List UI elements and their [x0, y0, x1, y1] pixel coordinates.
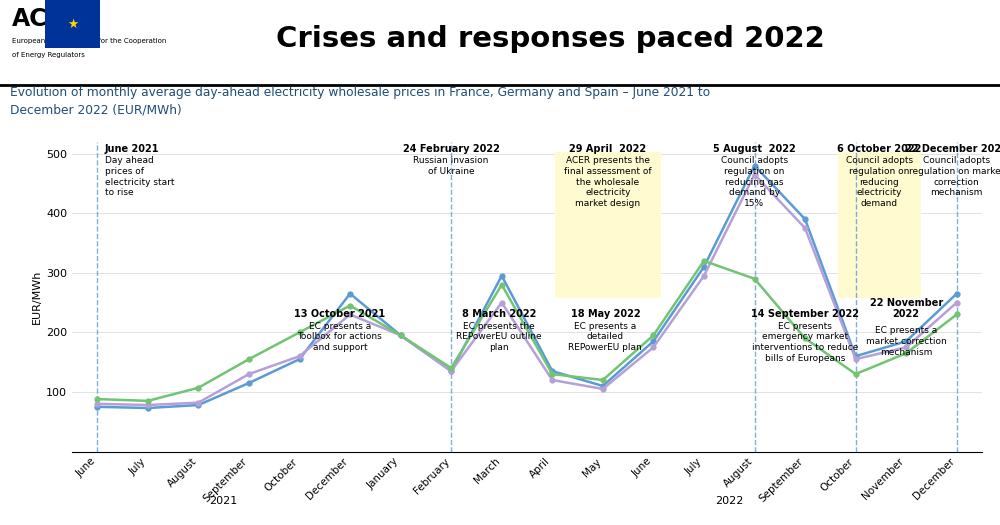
Text: Crises and responses paced 2022: Crises and responses paced 2022 [276, 25, 824, 53]
Text: 22 December 2022: 22 December 2022 [905, 144, 1000, 154]
Text: June 2021: June 2021 [105, 144, 159, 154]
Y-axis label: EUR/MWh: EUR/MWh [32, 269, 42, 324]
Text: EC presents the
REPowerEU outline
plan: EC presents the REPowerEU outline plan [456, 322, 542, 352]
Text: EC presents
emergency market
interventions to reduce
bills of Europeans: EC presents emergency market interventio… [752, 322, 858, 363]
Text: Evolution of monthly average day-ahead electricity wholesale prices in France, G: Evolution of monthly average day-ahead e… [10, 86, 710, 117]
Text: EC presents a
Toolbox for actions
and support: EC presents a Toolbox for actions and su… [298, 322, 382, 352]
Text: 2021: 2021 [210, 496, 238, 506]
Text: 2022: 2022 [715, 496, 743, 506]
Bar [838, 152, 921, 298]
Text: 18 May 2022: 18 May 2022 [571, 309, 640, 319]
Text: 6 October 2022: 6 October 2022 [837, 144, 922, 154]
Text: ★: ★ [67, 18, 78, 31]
Text: 29 April  2022: 29 April 2022 [569, 144, 646, 154]
Text: Council adopts
regulation on
reducing
electricity
demand: Council adopts regulation on reducing el… [846, 156, 913, 208]
Text: Council adopts
regulation on
reducing gas
demand by
15%: Council adopts regulation on reducing ga… [721, 156, 788, 208]
Bar [555, 152, 661, 298]
Text: 8 March 2022: 8 March 2022 [462, 309, 536, 319]
Text: 24 February 2022: 24 February 2022 [403, 144, 500, 154]
Text: EC presents a
detailed
REPowerEU plan: EC presents a detailed REPowerEU plan [568, 322, 642, 352]
Text: European Union Agency for the Cooperation: European Union Agency for the Cooperatio… [12, 38, 166, 44]
Text: of Energy Regulators: of Energy Regulators [12, 52, 85, 58]
Text: EC presents a
market correction
mechanism: EC presents a market correction mechanis… [866, 327, 947, 357]
Text: Council adopts
regulation on market
correction
mechanism: Council adopts regulation on market corr… [909, 156, 1000, 197]
Text: 5 August  2022: 5 August 2022 [713, 144, 796, 154]
Text: 22 November
2022: 22 November 2022 [870, 298, 943, 319]
Text: Day ahead
prices of
electricity start
to rise: Day ahead prices of electricity start to… [105, 156, 174, 197]
Bar [45, 0, 100, 48]
Text: ACER presents the
final assessment of
the wholesale
electricity
market design: ACER presents the final assessment of th… [564, 156, 652, 208]
Text: Russian invasion
of Ukraine: Russian invasion of Ukraine [413, 156, 489, 176]
Text: 13 October 2021: 13 October 2021 [294, 309, 386, 319]
Text: 14 September 2022: 14 September 2022 [751, 309, 859, 319]
Text: ACER: ACER [12, 7, 82, 31]
